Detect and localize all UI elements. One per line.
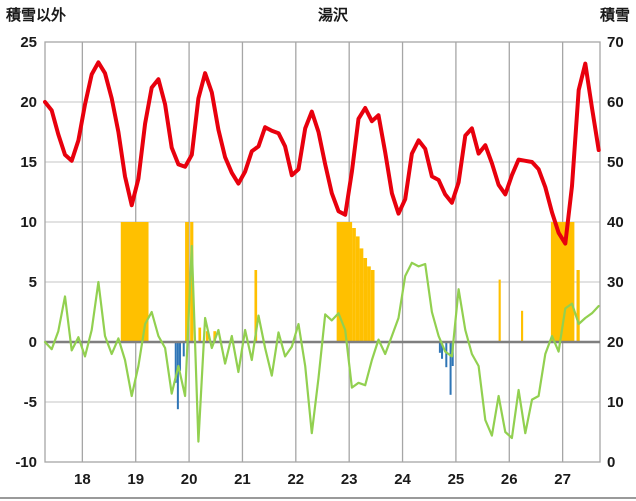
blue-bar [441, 342, 444, 359]
left-axis-title: 積雪以外 [6, 7, 67, 24]
x-tick-label: 27 [554, 471, 571, 488]
orange-bar [185, 222, 189, 342]
orange-bar [198, 327, 202, 342]
chart-title: 湯沢 [317, 7, 348, 24]
x-tick-label: 25 [448, 471, 465, 488]
orange-bar [352, 228, 356, 342]
left-tick-label: 10 [20, 214, 37, 231]
blue-bar [174, 342, 177, 383]
blue-bar [438, 342, 441, 353]
x-tick-label: 20 [181, 471, 198, 488]
right-axis-title: 積雪 [599, 7, 630, 24]
orange-bar [213, 331, 217, 342]
right-tick-label: 60 [607, 94, 624, 111]
orange-bar [367, 266, 371, 342]
blue-bar [179, 342, 182, 371]
orange-bar [190, 222, 194, 342]
left-tick-label: -5 [24, 394, 37, 411]
x-tick-label: 19 [127, 471, 144, 488]
right-tick-label: 40 [607, 214, 624, 231]
x-tick-label: 24 [394, 471, 411, 488]
orange-bar [205, 331, 209, 342]
blue-bar [449, 342, 452, 395]
green-line [43, 244, 600, 443]
orange-bar [254, 270, 258, 342]
x-tick-label: 23 [341, 471, 358, 488]
orange-bar [550, 222, 575, 342]
blue-bar [176, 342, 179, 410]
x-tick-label: 26 [501, 471, 518, 488]
left-tick-label: 0 [29, 334, 37, 351]
orange-bar [355, 236, 360, 342]
temperature-line [43, 60, 601, 246]
x-tick-label: 18 [74, 471, 91, 488]
window-bottom-edge [0, 497, 636, 499]
left-tick-label: 20 [20, 94, 37, 111]
orange-bar [336, 222, 353, 342]
orange-bar [370, 270, 375, 342]
left-tick-label: 25 [20, 34, 37, 51]
orange-bar [120, 222, 149, 342]
right-tick-label: 0 [607, 454, 615, 471]
orange-bar [359, 248, 364, 342]
right-tick-label: 10 [607, 394, 624, 411]
x-tick-label: 21 [234, 471, 251, 488]
orange-bar [521, 310, 524, 342]
orange-bar [498, 279, 501, 342]
left-tick-label: 15 [20, 154, 37, 171]
blue-bar [445, 342, 448, 368]
orange-bar [363, 258, 368, 342]
blue-bar [182, 342, 185, 357]
orange-bar [576, 270, 580, 342]
right-tick-label: 50 [607, 154, 624, 171]
left-tick-label: 5 [29, 274, 37, 291]
plot-border [44, 41, 601, 463]
x-tick-label: 22 [287, 471, 304, 488]
right-tick-label: 70 [607, 34, 624, 51]
left-tick-label: -10 [15, 454, 37, 471]
right-tick-label: 30 [607, 274, 624, 291]
chart-header: 積雪以外 湯沢 積雪 [0, 4, 636, 25]
right-tick-label: 20 [607, 334, 624, 351]
